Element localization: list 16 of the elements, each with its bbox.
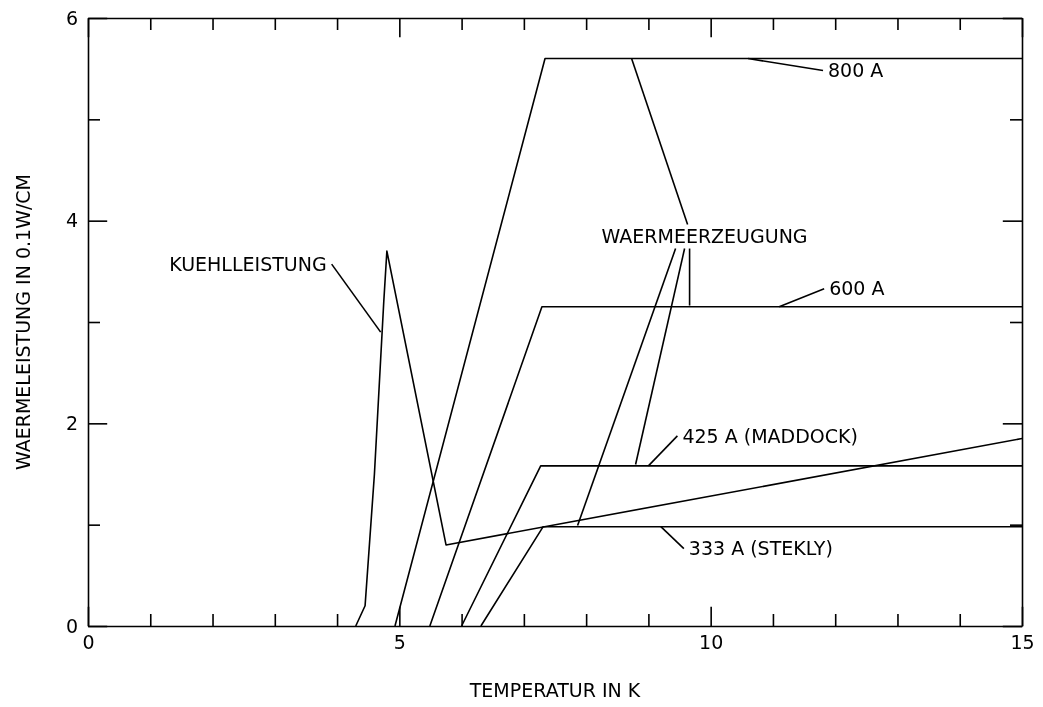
x-tick-label: 5	[393, 631, 406, 654]
y-tick-label: 2	[65, 411, 78, 434]
annotation: KUEHLLEISTUNG	[169, 252, 327, 275]
x-axis-title: TEMPERATUR IN K	[468, 679, 641, 701]
y-axis-title: WAERMELEISTUNG IN 0.1W/CM	[12, 173, 34, 471]
y-tick-label: 6	[65, 6, 78, 29]
x-tick-label: 15	[1010, 631, 1035, 654]
annotation: 600 A	[829, 277, 885, 300]
x-tick-label: 10	[699, 631, 724, 654]
annotation: 333 A (STEKLY)	[688, 537, 833, 560]
y-tick-label: 0	[65, 614, 78, 637]
annotation: 425 A (MADDOCK)	[682, 424, 858, 447]
annotation: 800 A	[828, 59, 884, 82]
x-tick-label: 0	[82, 631, 95, 654]
y-tick-label: 4	[65, 209, 78, 232]
annotation: WAERMEERZEUGUNG	[601, 225, 808, 248]
